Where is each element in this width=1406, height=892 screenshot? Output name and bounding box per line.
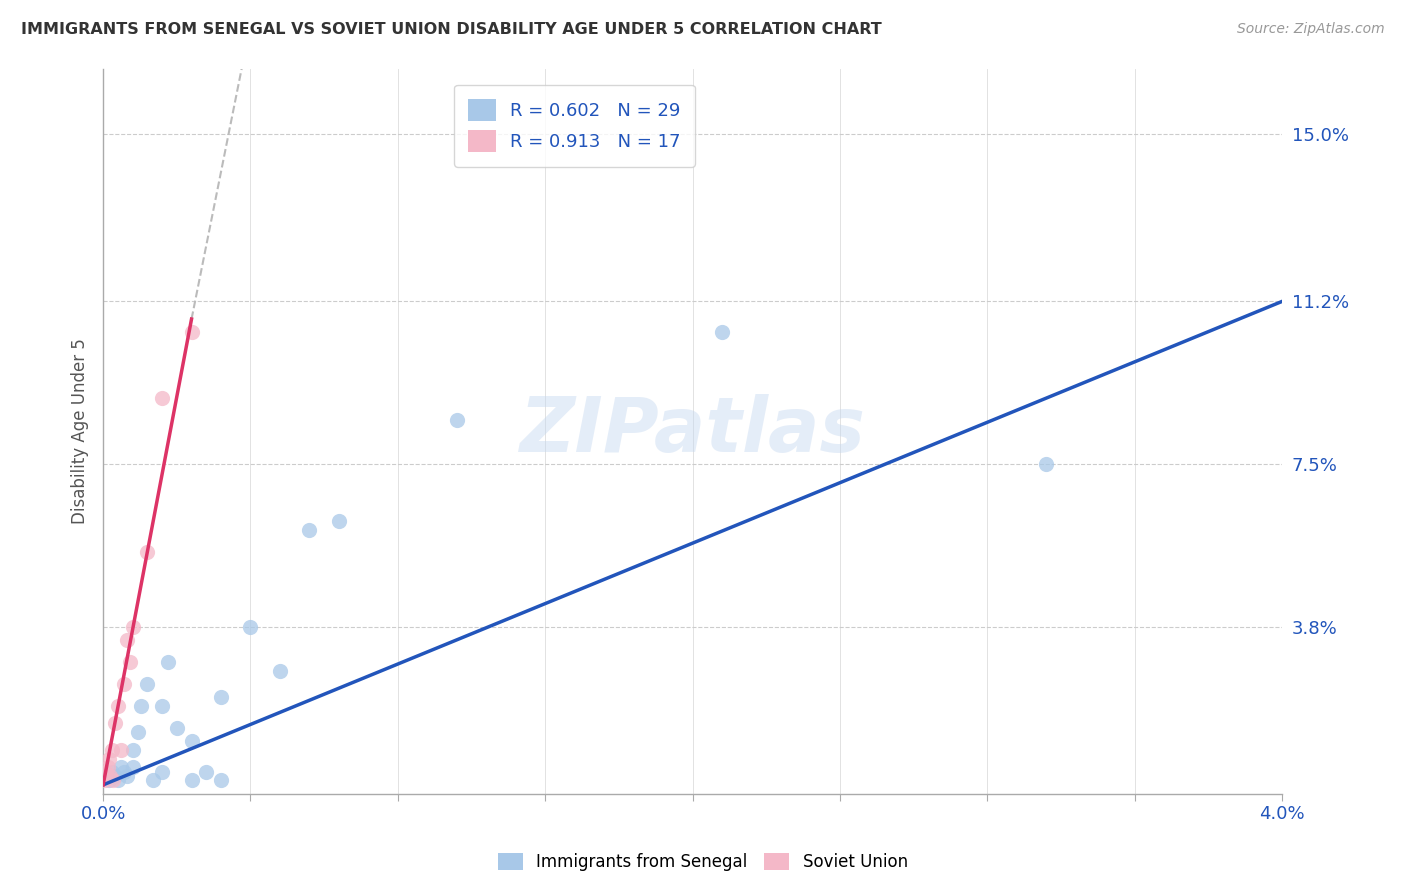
Point <box>195 764 218 779</box>
Point <box>128 725 150 739</box>
Point <box>110 760 132 774</box>
Point <box>103 773 125 788</box>
Point <box>209 773 232 788</box>
Point <box>93 773 115 788</box>
Text: Source: ZipAtlas.com: Source: ZipAtlas.com <box>1237 22 1385 37</box>
Point <box>112 677 135 691</box>
Point <box>150 698 173 713</box>
Point <box>121 760 143 774</box>
Point <box>96 760 118 774</box>
Point <box>269 664 291 678</box>
Point <box>104 716 127 731</box>
Point <box>156 655 179 669</box>
Point <box>98 773 121 788</box>
Point <box>112 764 135 779</box>
Point <box>180 325 202 339</box>
Point <box>121 742 143 756</box>
Point <box>180 734 202 748</box>
Text: ZIPatlas: ZIPatlas <box>520 394 866 468</box>
Point <box>101 742 124 756</box>
Point <box>150 764 173 779</box>
Point <box>115 769 138 783</box>
Point <box>118 655 141 669</box>
Point <box>150 391 173 405</box>
Point <box>239 620 262 634</box>
Point <box>136 545 159 559</box>
Point <box>107 698 129 713</box>
Point <box>136 677 159 691</box>
Point <box>328 514 350 528</box>
Point <box>110 742 132 756</box>
Point <box>142 773 165 788</box>
Point <box>115 632 138 647</box>
Point <box>94 764 117 779</box>
Point <box>1035 457 1057 471</box>
Point <box>100 769 122 783</box>
Text: IMMIGRANTS FROM SENEGAL VS SOVIET UNION DISABILITY AGE UNDER 5 CORRELATION CHART: IMMIGRANTS FROM SENEGAL VS SOVIET UNION … <box>21 22 882 37</box>
Point <box>711 325 734 339</box>
Legend: R = 0.602   N = 29, R = 0.913   N = 17: R = 0.602 N = 29, R = 0.913 N = 17 <box>454 85 695 167</box>
Point <box>131 698 153 713</box>
Point <box>101 764 124 779</box>
Point <box>98 751 121 765</box>
Point <box>209 690 232 704</box>
Point <box>180 773 202 788</box>
Legend: Immigrants from Senegal, Soviet Union: Immigrants from Senegal, Soviet Union <box>489 845 917 880</box>
Point <box>121 620 143 634</box>
Point <box>104 769 127 783</box>
Y-axis label: Disability Age Under 5: Disability Age Under 5 <box>72 338 89 524</box>
Point <box>298 523 321 537</box>
Point <box>446 413 468 427</box>
Point <box>166 721 188 735</box>
Point <box>107 773 129 788</box>
